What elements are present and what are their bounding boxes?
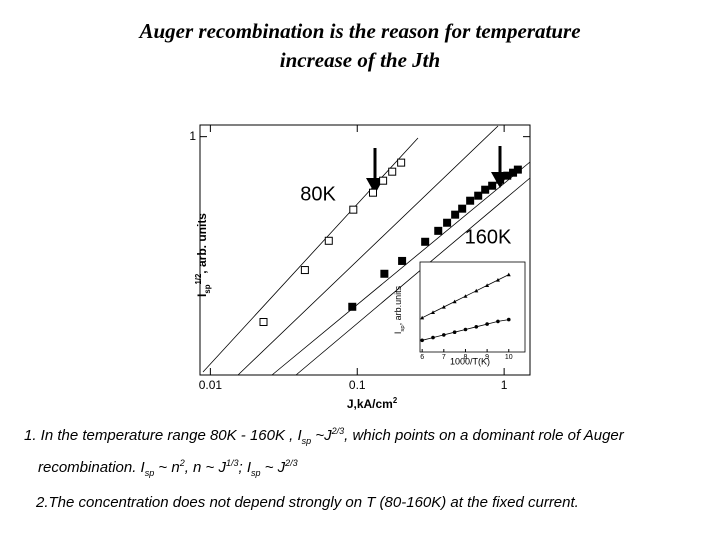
title-line: increase of the Jth — [280, 48, 440, 72]
inset-frame — [419, 261, 526, 353]
notes: 1. In the temperature range 80K - 160K ,… — [24, 420, 706, 522]
inset-point — [506, 317, 511, 322]
data-point — [466, 196, 475, 205]
label-part: sp — [400, 325, 406, 331]
inset-x-tick-label: 6 — [420, 354, 424, 361]
note-part: , which points on a dominant role of Aug… — [38, 427, 624, 476]
inset-x-tick-label: 9 — [485, 354, 489, 361]
fit-lines — [202, 125, 531, 376]
note-part: sp — [301, 436, 312, 446]
data-point — [474, 191, 483, 200]
data-point — [458, 204, 467, 213]
label-part: sp — [203, 284, 212, 293]
inset-point — [431, 335, 435, 340]
note: 1. In the temperature range 80K - 160K ,… — [24, 420, 706, 484]
label-part: 2 — [393, 396, 398, 405]
data-point — [513, 165, 522, 174]
label-part: J,kA/cm — [347, 397, 393, 411]
note-part: ; I — [238, 459, 252, 476]
note-part: 2/3 — [285, 458, 298, 468]
label-part: , arb. units — [195, 213, 209, 274]
data-point — [451, 210, 460, 219]
inset-point — [485, 322, 489, 326]
inset-point — [463, 294, 468, 298]
inset-point — [495, 278, 500, 282]
plot-frame — [199, 124, 531, 376]
inset-point — [420, 315, 425, 320]
note-part: sp — [251, 468, 261, 478]
data-point — [348, 302, 357, 311]
note-part: ~ n — [154, 459, 180, 476]
inset-x-tick-label: 10 — [505, 354, 513, 361]
inset-point — [474, 288, 479, 293]
annotation: 80K — [300, 183, 336, 205]
inset-point — [441, 305, 446, 309]
inset-point — [496, 319, 500, 324]
label-part: 1/2 — [194, 273, 203, 285]
note-part: ~J — [311, 427, 332, 444]
data-point — [368, 188, 377, 197]
note-part: 2 — [179, 458, 185, 468]
inset-point — [430, 310, 435, 314]
inset-point — [474, 325, 479, 329]
annotation: 160K — [465, 226, 512, 248]
x-tick-label: 0.01 — [199, 378, 223, 392]
note-part: 1/3 — [225, 458, 239, 468]
title-line: Auger recombination is the reason for te… — [137, 19, 580, 43]
inset-point — [506, 272, 511, 277]
note-part: ~ J — [260, 459, 286, 476]
data-point — [379, 176, 388, 185]
data-point — [481, 185, 490, 194]
data-point — [421, 237, 430, 246]
inset-point — [442, 333, 446, 337]
inset-point — [420, 338, 424, 343]
fit-line — [237, 125, 499, 376]
data-point — [349, 205, 358, 214]
data-point — [259, 318, 268, 327]
fit-line — [295, 177, 531, 376]
y-tick-label: 1 — [189, 129, 196, 143]
data-point — [300, 266, 309, 275]
data-point — [380, 269, 389, 278]
label-part: I — [195, 294, 209, 297]
axis-label: Isp, arb.units — [393, 285, 405, 334]
inset-point — [485, 283, 490, 287]
label-part: I — [393, 332, 403, 335]
data-point — [324, 236, 333, 245]
fit-line — [202, 137, 419, 373]
label-part: , arb.units — [393, 285, 403, 325]
inset-x-label: 1000/T(K) — [450, 356, 490, 366]
axis-label: J,kA/cm2 — [347, 396, 398, 412]
data-point — [496, 175, 505, 184]
axis-label: Isp1/2, arb. units — [194, 213, 212, 297]
inset-x-tick-label: 8 — [464, 354, 468, 361]
x-tick-label: 0.1 — [349, 378, 366, 392]
note: 2.The concentration does not depend stro… — [36, 492, 706, 514]
note-part: , n ~ J — [184, 459, 226, 476]
data-point — [488, 181, 497, 190]
data-point — [434, 226, 443, 235]
note-part: 2.The concentration does not depend stro… — [36, 494, 579, 511]
note-part: 1. In the temperature range 80K - 160K ,… — [24, 427, 302, 444]
fit-line — [271, 161, 531, 376]
data-point — [398, 256, 407, 265]
inset-point — [463, 327, 468, 332]
data-point — [388, 167, 397, 176]
inset-point — [452, 330, 457, 335]
data-point — [397, 158, 406, 167]
x-tick-label: 1 — [501, 378, 508, 392]
note-part: sp — [144, 468, 155, 478]
data-point — [443, 218, 452, 227]
inset-x-tick-label: 7 — [442, 354, 446, 361]
inset-point — [452, 299, 457, 304]
note-part: 2/3 — [331, 426, 345, 436]
